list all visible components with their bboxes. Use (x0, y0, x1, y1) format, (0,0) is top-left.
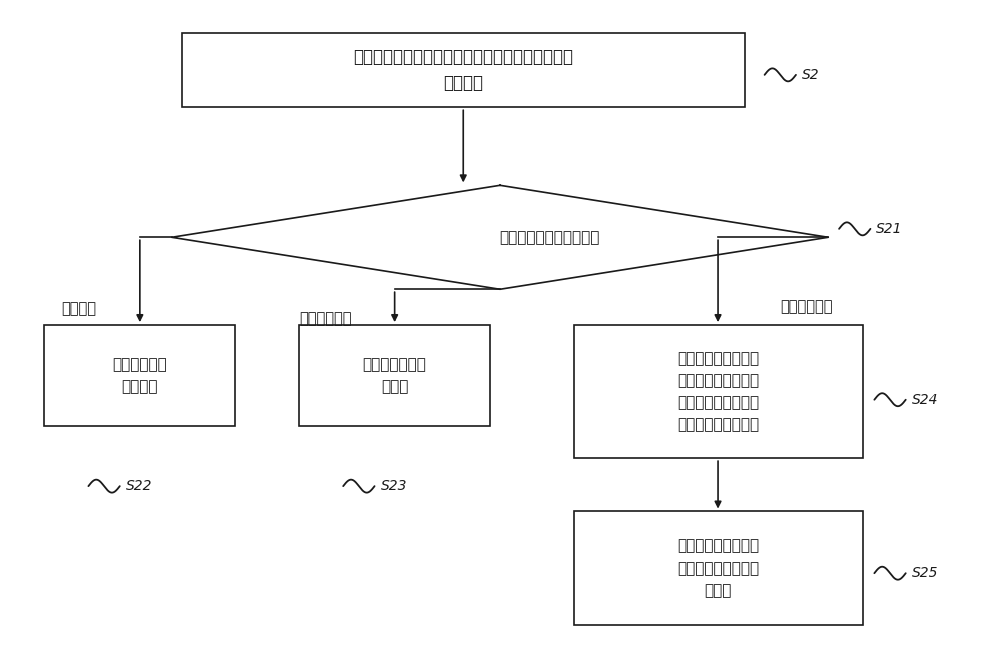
Text: 打印工作状态: 打印工作状态 (299, 311, 352, 326)
Text: 判断所述工作状态的类型: 判断所述工作状态的类型 (499, 230, 599, 245)
Text: 获取所述图像形成装
置处于所述打印结束
状态之前的预设时间
段内的打印状态信息: 获取所述图像形成装 置处于所述打印结束 状态之前的预设时间 段内的打印状态信息 (677, 351, 759, 432)
Text: 控制所述散热
风扇关闭: 控制所述散热 风扇关闭 (112, 357, 167, 394)
FancyBboxPatch shape (574, 511, 863, 625)
Text: 根据所述打印状态信
息对所述散热风扇进
行控制: 根据所述打印状态信 息对所述散热风扇进 行控制 (677, 538, 759, 598)
Text: S2: S2 (802, 68, 819, 82)
FancyBboxPatch shape (574, 325, 863, 458)
Text: 打印结束状态: 打印结束状态 (781, 299, 833, 314)
Text: 待机状态: 待机状态 (61, 301, 96, 316)
Text: 控制所述散热风
扇启动: 控制所述散热风 扇启动 (363, 357, 427, 394)
FancyBboxPatch shape (182, 32, 745, 107)
Text: S24: S24 (912, 392, 938, 406)
FancyBboxPatch shape (44, 325, 235, 426)
FancyBboxPatch shape (299, 325, 490, 426)
Text: 根据所述工作状态和打印状态信息对所述散热风扇
进行控制: 根据所述工作状态和打印状态信息对所述散热风扇 进行控制 (353, 48, 573, 92)
Text: S22: S22 (126, 479, 152, 493)
Text: S25: S25 (912, 566, 938, 580)
Text: S21: S21 (876, 222, 903, 236)
Text: S23: S23 (380, 479, 407, 493)
